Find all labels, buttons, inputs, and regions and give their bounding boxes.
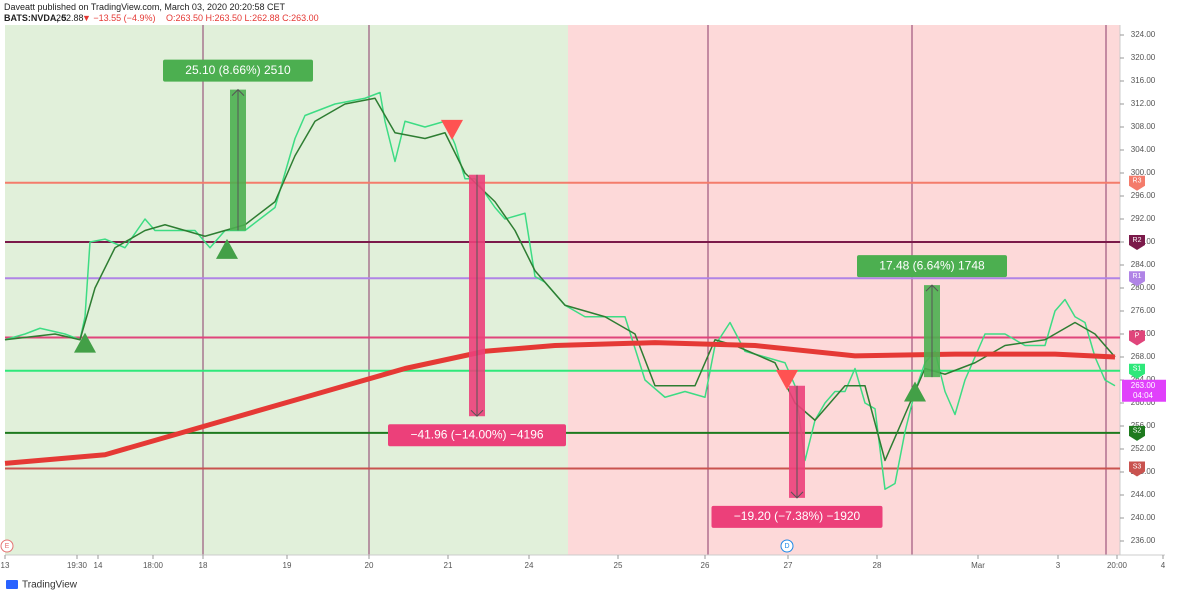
signal <box>776 370 798 390</box>
y-tick-label: 316.00 <box>1131 76 1156 85</box>
y-tick-label: 280.00 <box>1131 283 1156 292</box>
x-tick-label: 3 <box>1056 561 1061 570</box>
y-tick-label: 292.00 <box>1131 214 1156 223</box>
y-tick-label: 300.00 <box>1131 168 1156 177</box>
x-tick-label: 4 <box>1161 561 1166 570</box>
y-tick-label: 296.00 <box>1131 191 1156 200</box>
level-label: R2 <box>1133 237 1142 244</box>
signal <box>74 332 96 353</box>
measure-label: −41.96 (−14.00%) −4196 <box>410 427 543 441</box>
x-tick-label: Mar <box>971 561 985 570</box>
arrow-head <box>231 88 245 96</box>
level-tag <box>1129 363 1145 379</box>
level-tag <box>1129 271 1145 287</box>
x-tick-label: 14 <box>94 561 103 570</box>
x-tick-label: 18:00 <box>143 561 164 570</box>
y-tick-label: 256.00 <box>1131 421 1156 430</box>
x-tick-label: 20:00 <box>1107 561 1128 570</box>
session-lines <box>202 25 1107 555</box>
measure-label: −19.20 (−7.38%) −1920 <box>734 509 861 523</box>
last: 262.88 <box>56 13 84 23</box>
brand: TradingView <box>22 580 78 591</box>
change: ▼ −13.55 (−4.9%) <box>82 13 155 23</box>
y-tick-label: 324.00 <box>1131 30 1156 39</box>
y-tick-label: 236.00 <box>1131 536 1156 545</box>
level-label: S1 <box>1133 366 1142 373</box>
measure-label: 25.10 (8.66%) 2510 <box>185 63 291 77</box>
y-tick-label: 268.00 <box>1131 352 1156 361</box>
level-label: R1 <box>1133 273 1142 280</box>
arrow-head <box>470 409 484 417</box>
x-tick-label: 19:30 <box>67 561 88 570</box>
y-tick-label: 320.00 <box>1131 53 1156 62</box>
event-label: E <box>5 543 10 550</box>
price-line <box>4 340 1116 466</box>
level-tag <box>1129 461 1145 477</box>
y-tick-label: 312.00 <box>1131 99 1156 108</box>
measure-box <box>711 505 883 528</box>
signal <box>441 119 463 140</box>
y-tick-label: 260.00 <box>1131 398 1156 407</box>
x-tick-label: 19 <box>283 561 292 570</box>
measure-label: 17.48 (6.64%) 1748 <box>879 258 985 272</box>
price-tag-label: 263.00 <box>1131 381 1156 390</box>
publisher: Daveatt published on TradingView.com, Ma… <box>4 2 286 12</box>
arrow-head <box>790 491 804 499</box>
measure-box <box>857 255 1007 278</box>
symbol: BATS:NVDA, 5 <box>4 13 66 23</box>
y-tick-label: 284.00 <box>1131 260 1156 269</box>
y-tick-label: 240.00 <box>1131 513 1156 522</box>
y-tick-label: 252.00 <box>1131 444 1156 453</box>
measure-box <box>388 424 566 447</box>
x-tick-label: 24 <box>525 561 534 570</box>
brand-logo <box>6 580 18 589</box>
level-tag <box>1129 425 1145 441</box>
y-tick-label: 264.00 <box>1131 375 1156 384</box>
signal <box>216 238 238 259</box>
level-label: S3 <box>1133 463 1142 470</box>
price-timer: 04:04 <box>1133 391 1154 400</box>
x-tick-label: 28 <box>873 561 882 570</box>
x-tick-label: 26 <box>701 561 710 570</box>
x-tick-label: 18 <box>199 561 208 570</box>
level-tag <box>1129 330 1145 346</box>
signal <box>904 381 926 402</box>
price-line <box>4 91 1116 490</box>
event-marker <box>780 539 794 553</box>
level-tag <box>1129 235 1145 250</box>
x-tick-label: 20 <box>365 561 374 570</box>
arrow-head <box>925 284 939 292</box>
level-tag <box>1129 175 1145 191</box>
event-marker <box>0 539 14 553</box>
price-tag <box>1122 379 1166 402</box>
y-tick-label: 308.00 <box>1131 122 1156 131</box>
x-tick-label: 13 <box>1 561 10 570</box>
ohlc: O:263.50 H:263.50 L:262.88 C:263.00 <box>166 13 319 23</box>
level-label: S2 <box>1133 428 1142 435</box>
y-tick-label: 304.00 <box>1131 145 1156 154</box>
x-tick-label: 27 <box>784 561 793 570</box>
level-label: R3 <box>1133 178 1142 185</box>
down-zone <box>568 25 1120 555</box>
x-tick-label: 25 <box>614 561 623 570</box>
y-tick-label: 276.00 <box>1131 306 1156 315</box>
y-tick-label: 244.00 <box>1131 490 1156 499</box>
level-label: P <box>1135 332 1140 339</box>
event-label: D <box>784 543 789 550</box>
x-tick-label: 21 <box>444 561 453 570</box>
measure-box <box>163 59 313 82</box>
